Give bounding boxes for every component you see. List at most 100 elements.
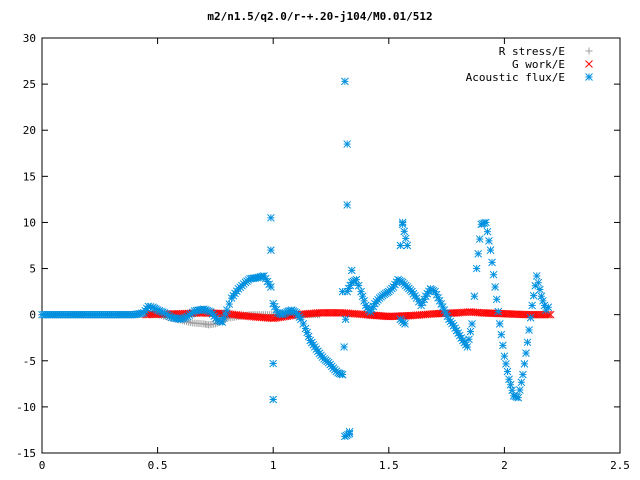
data-point xyxy=(523,338,532,347)
data-point-interp xyxy=(488,258,496,267)
data-point xyxy=(223,306,231,314)
data-point xyxy=(345,429,354,438)
data-point-interp xyxy=(367,305,376,313)
y-tick-label: 30 xyxy=(23,32,36,45)
y-tick-label: 0 xyxy=(29,309,36,322)
data-point xyxy=(482,218,490,227)
data-point-interp xyxy=(401,234,410,243)
data-point-interp xyxy=(492,295,501,304)
series-star xyxy=(38,77,553,441)
chart-title: m2/n1.5/q2.0/r-+.20-j104/M0.01/512 xyxy=(207,10,432,23)
data-point-interp xyxy=(506,380,515,389)
data-point-interp xyxy=(483,227,492,236)
data-point-interp xyxy=(485,237,493,245)
data-point xyxy=(495,320,504,328)
data-point-interp xyxy=(543,310,551,319)
legend-marker xyxy=(585,47,593,55)
data-point-interp xyxy=(525,326,533,334)
legend-label: G work/E xyxy=(512,58,565,71)
data-point-interp xyxy=(494,307,503,316)
x-tick-label: 0 xyxy=(39,459,46,472)
data-point-interp xyxy=(341,315,350,324)
data-point-interp xyxy=(358,292,367,301)
x-tick-label: 2.5 xyxy=(610,459,630,472)
data-point xyxy=(267,246,275,254)
data-point xyxy=(514,393,523,402)
data-point xyxy=(412,294,421,302)
data-point xyxy=(398,220,407,229)
data-point-interp xyxy=(463,308,472,316)
data-point-interp xyxy=(520,359,529,368)
data-point-interp xyxy=(475,235,484,243)
data-point-interp xyxy=(354,281,363,290)
x-tick-label: 1 xyxy=(270,459,277,472)
legend-label: Acoustic flux/E xyxy=(466,71,565,84)
data-point xyxy=(403,241,412,250)
data-point xyxy=(401,320,409,328)
legend-label: R stress/E xyxy=(499,45,565,58)
data-point xyxy=(537,292,546,301)
data-point xyxy=(269,395,278,404)
data-point-interp xyxy=(522,349,530,357)
data-point xyxy=(528,301,536,310)
data-point xyxy=(301,324,310,333)
x-tick-label: 0.5 xyxy=(148,459,168,472)
y-tick-label: 15 xyxy=(23,170,36,183)
y-tick-label: 10 xyxy=(23,216,36,229)
y-tick-label: 20 xyxy=(23,124,36,137)
data-point xyxy=(338,370,347,379)
y-tick-label: -15 xyxy=(16,447,36,460)
data-point xyxy=(486,246,495,254)
data-point-interp xyxy=(225,300,234,308)
data-point xyxy=(297,315,305,324)
data-point-interp xyxy=(437,300,446,308)
data-point-interp xyxy=(526,313,535,322)
legend-marker xyxy=(585,60,593,68)
data-point xyxy=(532,272,541,280)
data-point-interp xyxy=(474,249,483,258)
data-point-interp xyxy=(340,343,348,351)
data-point-interp xyxy=(391,280,399,289)
data-point xyxy=(463,343,472,351)
data-point-interp xyxy=(360,296,368,305)
legend-marker xyxy=(585,73,593,81)
data-point xyxy=(343,140,352,148)
data-point xyxy=(396,241,405,250)
data-point-interp xyxy=(466,327,475,336)
data-point-interp xyxy=(499,341,507,350)
data-point xyxy=(352,275,361,284)
data-point xyxy=(267,283,275,291)
data-point-interp xyxy=(529,291,538,300)
x-tick-label: 1.5 xyxy=(379,459,399,472)
y-tick-label: 5 xyxy=(29,263,36,276)
axes: -15 -10 -5 0 5 10 15 20 25 30 0 0.5 1 1.5 2 2.5 xyxy=(16,32,630,472)
data-point-interp xyxy=(470,292,479,301)
data-point-interp xyxy=(503,367,512,376)
data-point xyxy=(357,287,365,296)
data-point-interp xyxy=(539,296,547,305)
data-point-interp xyxy=(497,330,506,339)
data-point-interp xyxy=(489,270,498,279)
data-point-interp xyxy=(508,386,516,395)
data-point-interp xyxy=(502,359,510,368)
data-point xyxy=(491,283,500,291)
data-point xyxy=(519,370,527,379)
y-tick-label: -5 xyxy=(23,355,36,368)
y-tick-label: 25 xyxy=(23,78,36,91)
series-layer xyxy=(38,77,555,441)
data-point xyxy=(468,320,476,328)
plot-frame xyxy=(41,37,621,454)
data-point-interp xyxy=(465,335,473,344)
data-point xyxy=(544,303,553,312)
data-point xyxy=(267,213,275,222)
data-point-interp xyxy=(535,285,544,294)
data-point-interp xyxy=(534,278,543,287)
data-point xyxy=(500,352,509,361)
data-point xyxy=(269,359,278,368)
data-point-interp xyxy=(517,378,526,387)
data-point xyxy=(347,266,356,275)
data-point xyxy=(472,264,481,273)
data-point xyxy=(343,201,352,209)
